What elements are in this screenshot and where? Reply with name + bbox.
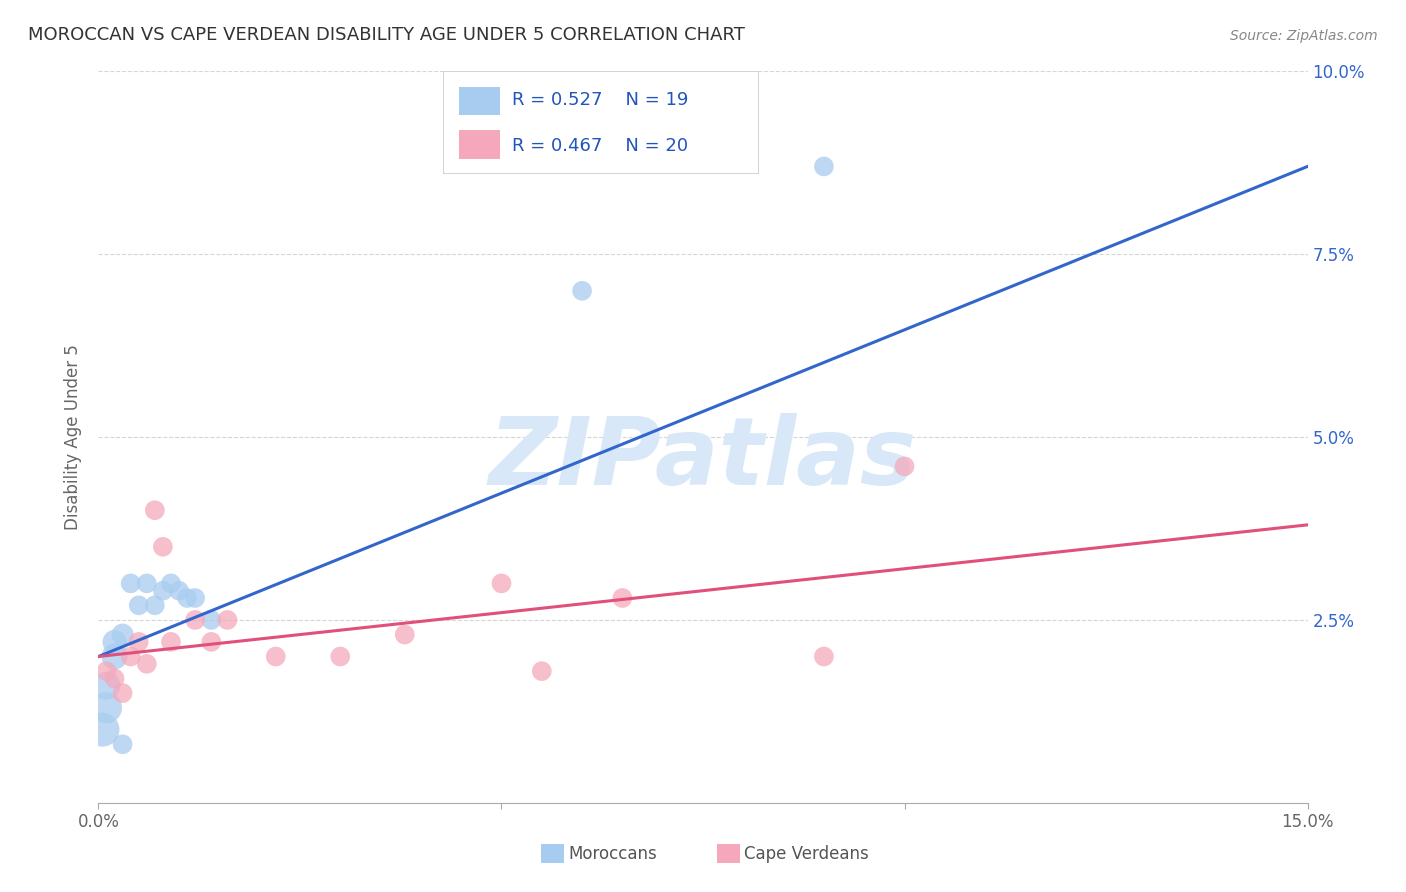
FancyBboxPatch shape: [443, 71, 759, 174]
Point: [96, 664, 118, 678]
Text: Source: ZipAtlas.com: Source: ZipAtlas.com: [1230, 29, 1378, 43]
Point: [135, 576, 157, 591]
Point: [893, 459, 915, 474]
Point: [152, 540, 174, 554]
Point: [128, 599, 150, 613]
Point: [103, 635, 125, 649]
Point: [813, 160, 835, 174]
Bar: [458, 130, 501, 159]
Point: [120, 576, 142, 591]
Text: Moroccans: Moroccans: [568, 845, 657, 863]
Point: [143, 503, 166, 517]
Point: [167, 583, 190, 598]
Point: [813, 649, 835, 664]
Point: [200, 613, 222, 627]
Point: [329, 649, 352, 664]
Point: [111, 627, 134, 641]
Point: [103, 649, 125, 664]
Point: [160, 635, 183, 649]
Point: [184, 613, 207, 627]
Point: [160, 576, 183, 591]
Point: [200, 635, 222, 649]
Point: [176, 591, 198, 605]
Point: [184, 591, 207, 605]
Point: [96, 679, 118, 693]
Point: [217, 613, 239, 627]
Point: [111, 686, 134, 700]
Point: [128, 635, 150, 649]
Bar: [458, 87, 501, 115]
Point: [103, 672, 125, 686]
Point: [91, 723, 114, 737]
Point: [96, 700, 118, 714]
Point: [612, 591, 634, 605]
Point: [571, 284, 593, 298]
Text: R = 0.527    N = 19: R = 0.527 N = 19: [512, 91, 689, 109]
Point: [120, 649, 142, 664]
Point: [530, 664, 553, 678]
Point: [264, 649, 287, 664]
Point: [394, 627, 416, 641]
Text: ZIPatlas: ZIPatlas: [489, 413, 917, 505]
Point: [135, 657, 157, 671]
Point: [111, 737, 134, 751]
Text: MOROCCAN VS CAPE VERDEAN DISABILITY AGE UNDER 5 CORRELATION CHART: MOROCCAN VS CAPE VERDEAN DISABILITY AGE …: [28, 26, 745, 44]
Text: R = 0.467    N = 20: R = 0.467 N = 20: [512, 136, 689, 154]
Y-axis label: Disability Age Under 5: Disability Age Under 5: [65, 344, 83, 530]
Point: [143, 599, 166, 613]
Point: [491, 576, 513, 591]
Point: [152, 583, 174, 598]
Text: Cape Verdeans: Cape Verdeans: [744, 845, 869, 863]
